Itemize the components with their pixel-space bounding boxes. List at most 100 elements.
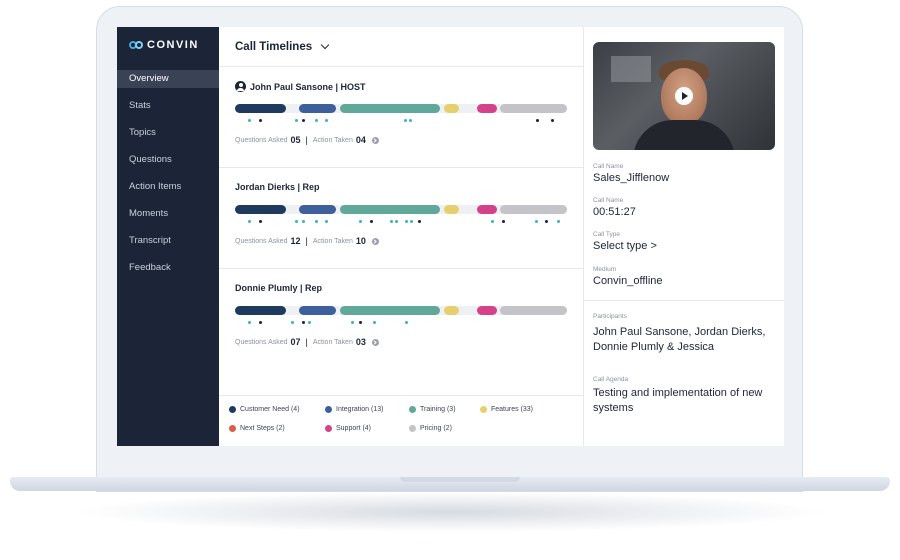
moment-dot[interactable]: [325, 119, 328, 122]
sidebar-item-overview[interactable]: Overview: [117, 70, 219, 88]
segment-features[interactable]: [444, 205, 459, 214]
speaker-label: Jordan Dierks | Rep: [235, 182, 320, 192]
moment-dot[interactable]: [291, 321, 294, 324]
moment-dot[interactable]: [315, 119, 318, 122]
moment-dot[interactable]: [404, 119, 407, 122]
segment-pricing[interactable]: [500, 104, 567, 113]
call-type-label: Call Type: [593, 231, 620, 238]
legend-item[interactable]: Integration (13): [325, 406, 383, 413]
sidebar-item-topics[interactable]: Topics: [129, 127, 156, 138]
moment-dot[interactable]: [248, 220, 251, 223]
legend-item[interactable]: Pricing (2): [409, 425, 452, 432]
legend-item[interactable]: Customer Need (4): [229, 406, 300, 413]
page-title: Call Timelines: [235, 40, 313, 53]
sidebar-item-stats[interactable]: Stats: [129, 100, 151, 111]
legend-item[interactable]: Features (33): [480, 406, 533, 413]
actions-label: Action Taken: [312, 237, 353, 245]
moment-dot[interactable]: [302, 220, 305, 223]
moment-markers: [235, 119, 567, 123]
moment-dot[interactable]: [551, 119, 554, 122]
segment-support[interactable]: [477, 104, 497, 113]
segment-customer-need[interactable]: [235, 205, 286, 214]
moment-dot[interactable]: [259, 321, 262, 324]
arrow-right-icon[interactable]: [371, 136, 379, 144]
arrow-right-icon[interactable]: [371, 338, 379, 346]
segment-pricing[interactable]: [500, 306, 567, 315]
segment-customer-need[interactable]: [235, 306, 286, 315]
moment-dot[interactable]: [395, 220, 398, 223]
moment-dot[interactable]: [557, 220, 560, 223]
divider: |: [305, 337, 308, 347]
divider: |: [305, 236, 308, 246]
moment-dot[interactable]: [536, 119, 539, 122]
moment-dot[interactable]: [325, 220, 328, 223]
moment-dot[interactable]: [535, 220, 538, 223]
moment-dot[interactable]: [373, 321, 376, 324]
moment-dot[interactable]: [259, 119, 262, 122]
segment-training[interactable]: [340, 104, 440, 113]
arrow-right-icon[interactable]: [371, 237, 379, 245]
segment-training[interactable]: [340, 306, 440, 315]
moment-dot[interactable]: [491, 220, 494, 223]
segment-customer-need[interactable]: [235, 104, 286, 113]
play-icon[interactable]: [675, 87, 693, 105]
laptop-shadow: [70, 492, 830, 532]
segment-support[interactable]: [477, 205, 497, 214]
video-player[interactable]: [593, 42, 775, 150]
moment-dot[interactable]: [315, 220, 318, 223]
moment-dot[interactable]: [405, 220, 408, 223]
sidebar-item-feedback[interactable]: Feedback: [129, 262, 171, 273]
sidebar: CONVIN Overview Stats Topics Questions A…: [117, 27, 219, 446]
segment-support[interactable]: [477, 306, 497, 315]
agenda-value: Testing and implementation of new system…: [593, 387, 763, 414]
sidebar-item-questions[interactable]: Questions: [129, 154, 172, 165]
brand[interactable]: CONVIN: [129, 39, 199, 51]
moment-dot[interactable]: [308, 321, 311, 324]
segment-pricing[interactable]: [500, 205, 567, 214]
moment-dot[interactable]: [295, 220, 298, 223]
moment-dot[interactable]: [359, 220, 362, 223]
moment-dot[interactable]: [410, 220, 413, 223]
legend-item[interactable]: Next Steps (2): [229, 425, 285, 432]
segment-training[interactable]: [340, 205, 440, 214]
timeline-track[interactable]: [235, 104, 567, 113]
call-type-select[interactable]: Select type >: [593, 240, 657, 252]
moment-dot[interactable]: [370, 220, 373, 223]
moment-dot[interactable]: [502, 220, 505, 223]
moment-dot[interactable]: [295, 119, 298, 122]
legend-dot: [325, 425, 332, 432]
moment-dot[interactable]: [545, 220, 548, 223]
timeline-track[interactable]: [235, 306, 567, 315]
sidebar-item-transcript[interactable]: Transcript: [129, 235, 171, 246]
moment-dot[interactable]: [405, 321, 408, 324]
moment-dot[interactable]: [409, 119, 412, 122]
legend-label: Pricing (2): [420, 425, 452, 432]
moment-dot[interactable]: [248, 321, 251, 324]
segment-integration[interactable]: [299, 205, 336, 214]
app-screen: CONVIN Overview Stats Topics Questions A…: [117, 27, 784, 446]
legend-item[interactable]: Support (4): [325, 425, 371, 432]
sidebar-item-moments[interactable]: Moments: [129, 208, 169, 219]
timeline-row: John Paul Sansone | HOST: [219, 67, 583, 168]
moment-dot[interactable]: [390, 220, 393, 223]
legend-item[interactable]: Training (3): [409, 406, 456, 413]
sidebar-item-action-items[interactable]: Action Items: [129, 181, 182, 192]
moment-dot[interactable]: [248, 119, 251, 122]
moment-dot[interactable]: [418, 220, 421, 223]
moment-dot[interactable]: [259, 220, 262, 223]
video-background: [611, 56, 651, 82]
legend-label: Features (33): [491, 406, 534, 413]
medium-label: Medium: [593, 266, 617, 273]
timeline-track[interactable]: [235, 205, 567, 214]
segment-integration[interactable]: [299, 306, 336, 315]
moment-dot[interactable]: [302, 321, 305, 324]
segment-integration[interactable]: [299, 104, 336, 113]
segment-features[interactable]: [444, 306, 459, 315]
legend-label: Training (3): [420, 406, 456, 413]
moment-dot[interactable]: [302, 119, 305, 122]
moment-dot[interactable]: [359, 321, 362, 324]
timelines-dropdown[interactable]: Call Timelines: [219, 27, 583, 67]
moment-dot[interactable]: [351, 321, 354, 324]
divider: |: [305, 135, 308, 145]
segment-features[interactable]: [444, 104, 459, 113]
